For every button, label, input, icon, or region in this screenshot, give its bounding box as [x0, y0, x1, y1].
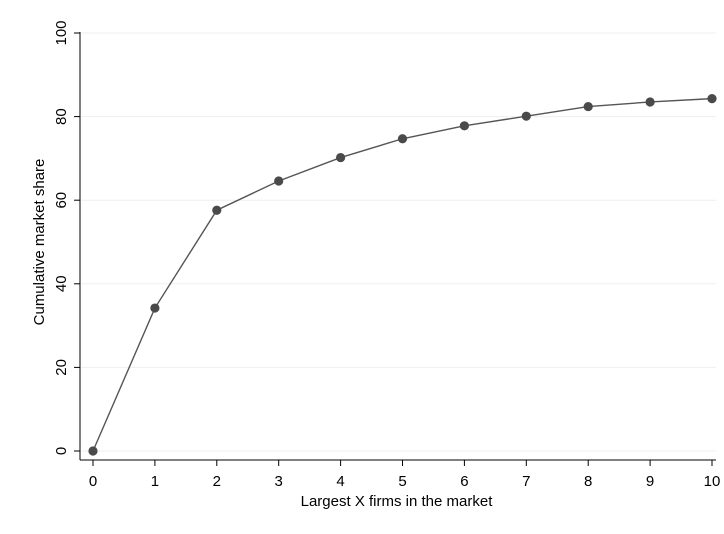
data-point-9 [645, 97, 655, 107]
data-point-0 [88, 446, 98, 456]
data-point-8 [583, 101, 593, 112]
y-tick-label-100: 100 [53, 20, 70, 45]
tick-marks [74, 32, 713, 466]
data-series [88, 94, 717, 456]
x-tick-label-0: 0 [89, 473, 97, 490]
axes [79, 32, 716, 461]
x-tick-label-10: 10 [704, 473, 721, 490]
data-point-6 [459, 121, 469, 131]
y-tick-label-80: 80 [53, 108, 70, 125]
x-tick-label-7: 7 [522, 473, 530, 490]
x-tick-label-4: 4 [336, 473, 344, 490]
gridlines [81, 32, 716, 452]
tick-labels: 0 20 40 60 80 100 0 1 2 3 4 5 6 7 8 9 10 [53, 20, 720, 490]
x-tick-label-6: 6 [460, 473, 468, 490]
data-point-3 [274, 176, 284, 186]
y-axis-title: Cumulative market share [31, 159, 48, 326]
x-tick-label-1: 1 [151, 473, 159, 490]
y-tick-label-60: 60 [53, 192, 70, 209]
x-tick-label-3: 3 [275, 473, 283, 490]
y-tick-label-40: 40 [53, 275, 70, 292]
data-point-4 [336, 152, 346, 163]
x-axis-title: Largest X firms in the market [301, 493, 494, 510]
x-tick-label-5: 5 [398, 473, 406, 490]
x-tick-label-2: 2 [213, 473, 221, 490]
data-point-1 [150, 303, 160, 313]
y-tick-label-0: 0 [53, 447, 70, 455]
x-tick-label-8: 8 [584, 473, 592, 490]
y-tick-label-20: 20 [53, 359, 70, 376]
x-tick-label-9: 9 [646, 473, 654, 490]
data-point-2 [212, 205, 222, 215]
data-point-10 [707, 94, 717, 104]
data-point-5 [397, 134, 408, 144]
data-point-7 [521, 111, 531, 121]
